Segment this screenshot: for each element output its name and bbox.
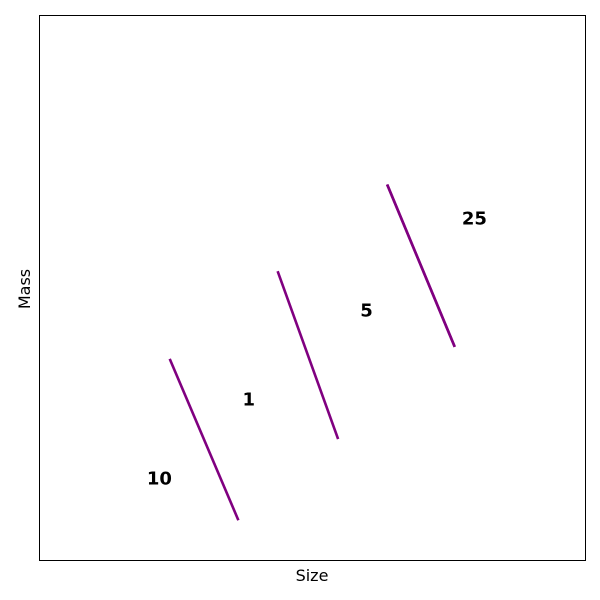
data-label-10: 10 — [147, 468, 172, 489]
series-lines — [168, 183, 456, 521]
data-label-25: 25 — [462, 208, 487, 229]
plot-frame — [39, 15, 586, 561]
data-label-5: 5 — [360, 300, 373, 321]
x-axis-label: Size — [296, 566, 329, 585]
series-line-25 — [385, 183, 456, 348]
data-label-1: 1 — [242, 389, 255, 410]
data-labels: 10 1 5 25 — [147, 208, 487, 489]
y-axis-label: Mass — [15, 269, 34, 309]
series-line-1 — [276, 270, 340, 440]
series-line-10 — [168, 358, 240, 521]
